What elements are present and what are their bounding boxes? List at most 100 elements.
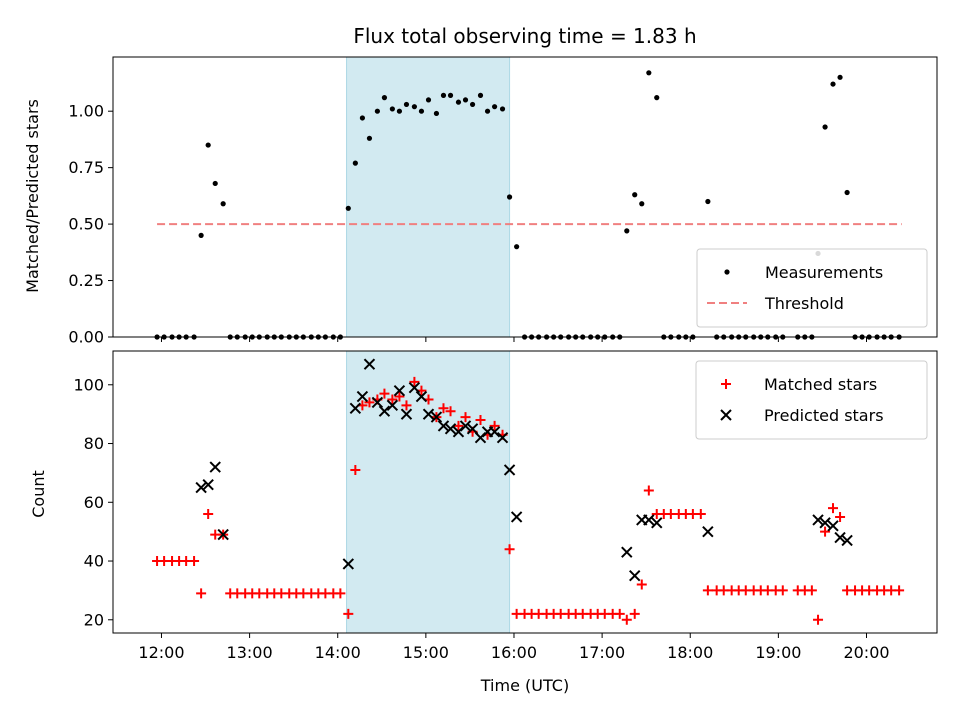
- measurements-point: [366, 135, 373, 141]
- ratio-panel: Flux total observing time = 1.83 h Match…: [23, 24, 938, 347]
- predicted-stars-point: [378, 405, 391, 417]
- measurements-point: [212, 180, 218, 187]
- x-tick-label: 19:00: [755, 643, 801, 662]
- predicted-stars-point: [643, 514, 655, 526]
- matched-stars-point: [453, 420, 464, 431]
- ratio-y-tick-label: 1.00: [68, 102, 104, 121]
- matched-stars-point: [350, 464, 361, 475]
- measurements-point: [462, 97, 469, 103]
- predicted-stars-point: [459, 420, 472, 432]
- count-panel: Count Time (UTC) 20 40 60 80 100 12:00 13:00 14…: [29, 350, 938, 695]
- measurements-point: [705, 198, 711, 205]
- measurements-point: [345, 205, 351, 211]
- predicted-stars-point: [841, 534, 853, 547]
- measurements-point: [506, 194, 513, 200]
- predicted-stars-point: [834, 531, 846, 544]
- legend-label-predicted-stars: Predicted stars: [764, 406, 884, 425]
- measurements-point: [205, 142, 211, 148]
- matched-stars-point: [636, 579, 647, 590]
- predicted-stars-point: [812, 514, 824, 526]
- measurements-point: [374, 108, 380, 114]
- predicted-stars-point: [202, 478, 214, 491]
- predicted-stars-point: [466, 423, 479, 435]
- matched-stars-point: [489, 420, 500, 431]
- measurements-point: [389, 106, 395, 112]
- measurements-point: [411, 104, 417, 110]
- matched-stars-point: [629, 608, 640, 619]
- ratio-axes-frame: [112, 56, 938, 338]
- ratio-plot-area: 0.00 0.25 0.50 0.75 1.00 Measurements Threshol…: [68, 56, 938, 347]
- ratio-y-tick-label: 0.25: [68, 271, 104, 290]
- measurements-point: [624, 228, 630, 234]
- matched-stars-point: [820, 526, 831, 537]
- predicted-stars-point: [400, 408, 413, 420]
- predicted-stars-point: [356, 390, 369, 403]
- count-y-tick-label: 80: [84, 434, 104, 453]
- matched-stars-point: [828, 503, 839, 514]
- legend-label-measurements: Measurements: [765, 263, 883, 282]
- measurements-point: [359, 115, 366, 121]
- predicted-stars-point: [444, 423, 457, 435]
- measurements-point: [844, 189, 850, 196]
- matched-stars-point: [643, 485, 654, 496]
- count-y-tick-label: 20: [84, 610, 104, 629]
- measurements-point: [469, 101, 476, 108]
- predicted-stars-point: [408, 382, 421, 394]
- legend-marker-matched-stars: [721, 379, 731, 389]
- count-y-tick-label: 60: [84, 493, 104, 512]
- matched-stars-point: [445, 406, 456, 417]
- matched-stars-point: [438, 403, 449, 414]
- measurements-point: [499, 106, 506, 112]
- predicted-stars-point: [342, 558, 355, 570]
- measurements-point: [198, 232, 204, 238]
- predicted-stars-point: [651, 517, 663, 529]
- measurements-point: [491, 104, 498, 110]
- predicted-stars-point: [437, 420, 450, 432]
- matched-stars-point: [702, 585, 713, 596]
- measurements-point: [352, 160, 358, 166]
- predicted-stars-point: [488, 426, 501, 438]
- measurements-point: [455, 99, 462, 105]
- measurements-point: [632, 192, 638, 198]
- matched-stars-point: [401, 400, 412, 411]
- legend-marker-measurements: [724, 269, 730, 275]
- x-tick-label: 20:00: [843, 643, 889, 662]
- matched-stars-point: [379, 388, 390, 399]
- predicted-stars-point: [629, 570, 641, 582]
- measurements-point: [220, 201, 226, 207]
- legend-label-threshold: Threshold: [764, 294, 844, 313]
- matched-stars-point: [196, 588, 207, 599]
- x-tick-label: 12:00: [138, 643, 184, 662]
- predicted-stars-point: [363, 358, 376, 370]
- measurements-point: [381, 95, 388, 101]
- predicted-stars-point: [386, 399, 399, 412]
- count-highlight-band: [346, 350, 511, 634]
- matched-stars-point: [335, 588, 346, 599]
- x-tick-label: 13:00: [227, 643, 273, 662]
- measurements-point: [639, 201, 645, 207]
- measurements-point: [822, 124, 828, 130]
- count-y-axis-title: Count: [29, 470, 48, 518]
- measurements-point: [477, 92, 484, 98]
- count-axes-frame: [112, 350, 938, 634]
- predicted-stars-point: [393, 384, 406, 397]
- ratio-y-tick-label: 0.75: [68, 158, 104, 177]
- predicted-stars-point: [209, 461, 221, 473]
- matched-stars-point: [343, 608, 354, 619]
- matched-stars-point: [387, 394, 398, 405]
- predicted-stars-point: [819, 517, 831, 529]
- predicted-stars-point: [510, 511, 523, 523]
- predicted-stars-point: [827, 520, 839, 532]
- x-tick-label: 14:00: [315, 643, 361, 662]
- count-legend-box: [695, 360, 928, 440]
- ratio-y-tick-label: 0.00: [68, 328, 104, 347]
- matched-stars-point: [409, 376, 420, 387]
- legend-marker-predicted-stars: [720, 409, 732, 421]
- predicted-stars-point: [349, 402, 362, 414]
- matched-stars-point: [475, 415, 486, 426]
- x-tick-label: 17:00: [579, 643, 625, 662]
- predicted-stars-point: [702, 525, 714, 538]
- matched-stars-point: [621, 614, 632, 625]
- x-tick-label: 16:00: [491, 643, 537, 662]
